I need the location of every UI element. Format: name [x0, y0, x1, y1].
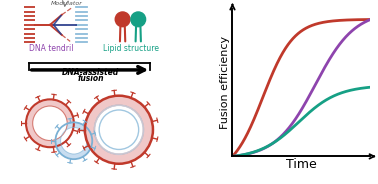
Y-axis label: Fusion efficiency: Fusion efficiency [220, 36, 230, 129]
Text: Lipid structure: Lipid structure [103, 44, 159, 53]
Circle shape [131, 12, 146, 27]
Circle shape [115, 12, 130, 27]
Circle shape [94, 105, 143, 154]
Circle shape [33, 106, 67, 141]
Circle shape [26, 99, 74, 147]
Text: fusion: fusion [77, 74, 104, 83]
Circle shape [85, 96, 153, 164]
X-axis label: Time: Time [286, 158, 317, 171]
Text: Modulator: Modulator [51, 1, 82, 6]
Circle shape [56, 122, 92, 159]
Circle shape [60, 128, 87, 154]
Text: DNA tendril: DNA tendril [29, 44, 73, 53]
Text: DNA-assisted: DNA-assisted [62, 68, 119, 77]
